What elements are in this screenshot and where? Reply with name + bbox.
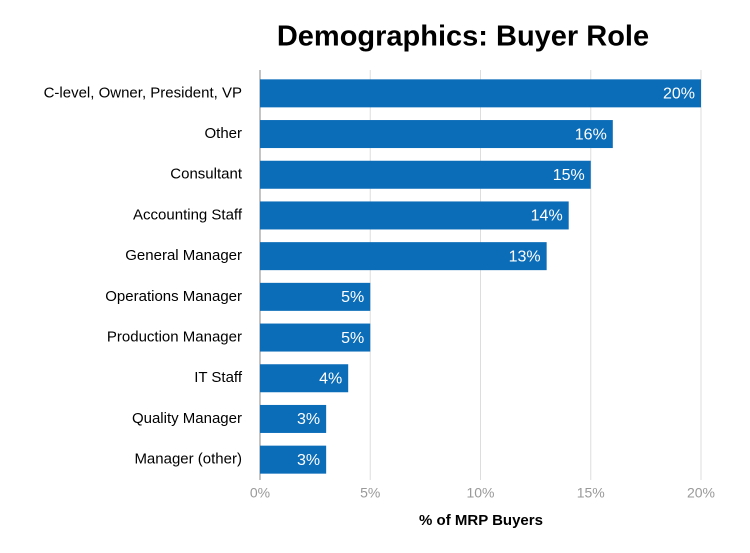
y-tick-label: Quality Manager xyxy=(132,410,242,427)
value-label: 5% xyxy=(341,289,364,306)
value-label: 20% xyxy=(663,86,695,103)
y-tick-label: Operations Manager xyxy=(105,288,242,305)
x-tick-label: 20% xyxy=(687,485,715,501)
x-tick-label: 0% xyxy=(250,485,270,501)
value-label: 16% xyxy=(575,126,607,143)
bar xyxy=(260,79,701,108)
bar xyxy=(260,323,371,352)
value-label: 4% xyxy=(319,370,342,387)
bar xyxy=(260,242,547,271)
bar xyxy=(260,445,327,474)
y-tick-label: Production Manager xyxy=(107,329,242,346)
value-label: 13% xyxy=(509,248,541,265)
bar xyxy=(260,160,591,189)
y-tick-label: IT Staff xyxy=(194,369,243,386)
value-label: 3% xyxy=(297,452,320,469)
value-label: 5% xyxy=(341,330,364,347)
bar xyxy=(260,364,349,393)
value-label: 15% xyxy=(553,167,585,184)
x-axis-label: % of MRP Buyers xyxy=(419,512,543,529)
y-tick-label: Manager (other) xyxy=(134,451,242,468)
bar xyxy=(260,282,371,311)
y-tick-label: Other xyxy=(204,125,242,142)
bar xyxy=(260,404,327,433)
y-tick-label: Consultant xyxy=(170,166,243,183)
chart-title: Demographics: Buyer Role xyxy=(277,21,649,53)
x-tick-label: 5% xyxy=(360,485,380,501)
y-tick-label: Accounting Staff xyxy=(133,206,243,223)
x-tick-label: 15% xyxy=(577,485,605,501)
value-label: 3% xyxy=(297,411,320,428)
x-tick-label: 10% xyxy=(466,485,494,501)
bar xyxy=(260,201,569,230)
bar xyxy=(260,120,613,149)
value-label: 14% xyxy=(531,208,563,225)
y-tick-label: C-level, Owner, President, VP xyxy=(44,84,242,101)
y-tick-label: General Manager xyxy=(125,247,242,264)
